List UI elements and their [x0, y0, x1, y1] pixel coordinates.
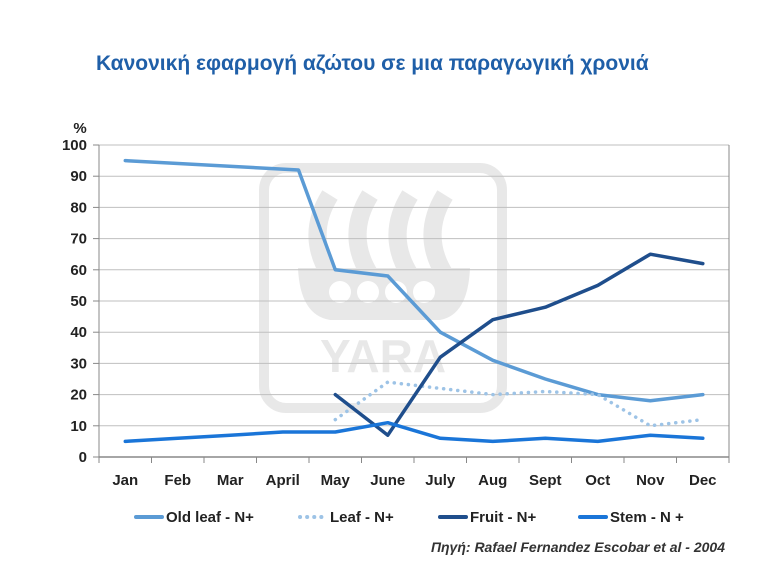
yara-watermark-logo: YARA	[259, 163, 507, 413]
x-tick-label: Dec	[689, 472, 717, 489]
x-tick-label: Feb	[164, 472, 191, 489]
y-tick-label: 50	[70, 293, 87, 310]
legend-label: Leaf - N+	[330, 509, 394, 526]
x-tick-label: Mar	[217, 472, 244, 489]
y-tick-label: 0	[79, 449, 87, 466]
y-tick-label: 20	[70, 387, 87, 404]
y-tick-label: 30	[70, 355, 87, 372]
legend-label: Stem - N +	[610, 509, 684, 526]
y-axis-label: %	[73, 120, 86, 137]
x-tick-label: July	[425, 472, 456, 489]
legend: Old leaf - N+ Leaf - N+ Fruit - N+ Stem - N…	[134, 509, 684, 526]
y-tick-label: 90	[70, 168, 87, 185]
y-tick-label: 100	[62, 137, 87, 154]
series-lines	[123, 158, 705, 444]
x-tick-label: April	[266, 472, 300, 489]
x-tick-label: May	[321, 472, 351, 489]
series-line-3	[333, 252, 705, 437]
axes: 0 10 20 30 40 50 60 70 80 90 100% Jan Feb Mar April May…	[62, 120, 730, 489]
legend-label: Old leaf - N+	[166, 509, 254, 526]
y-tick-label: 80	[70, 199, 87, 216]
y-tick-label: 40	[70, 324, 87, 341]
x-tick-label: Sept	[529, 472, 562, 489]
x-tick-label: Aug	[478, 472, 507, 489]
y-tick-label: 60	[70, 262, 87, 279]
watermark-text: YARA	[320, 330, 446, 382]
y-tick-label: 10	[70, 418, 87, 435]
source-caption: Πηγή: Rafael Fernandez Escobar et al - 2…	[430, 539, 725, 555]
series-line-4	[123, 420, 705, 444]
x-tick-label: Jan	[112, 472, 138, 489]
x-tick-label: Oct	[585, 472, 610, 489]
y-tick-label: 70	[70, 231, 87, 248]
chart-title: Κανονική εφαρμογή αζώτου σε μια παραγωγι…	[96, 52, 649, 75]
legend-label: Fruit - N+	[470, 509, 536, 526]
series-line-1	[123, 158, 705, 403]
x-tick-label: Nov	[636, 472, 665, 489]
series-line-2	[333, 380, 705, 428]
x-tick-label: June	[370, 472, 405, 489]
